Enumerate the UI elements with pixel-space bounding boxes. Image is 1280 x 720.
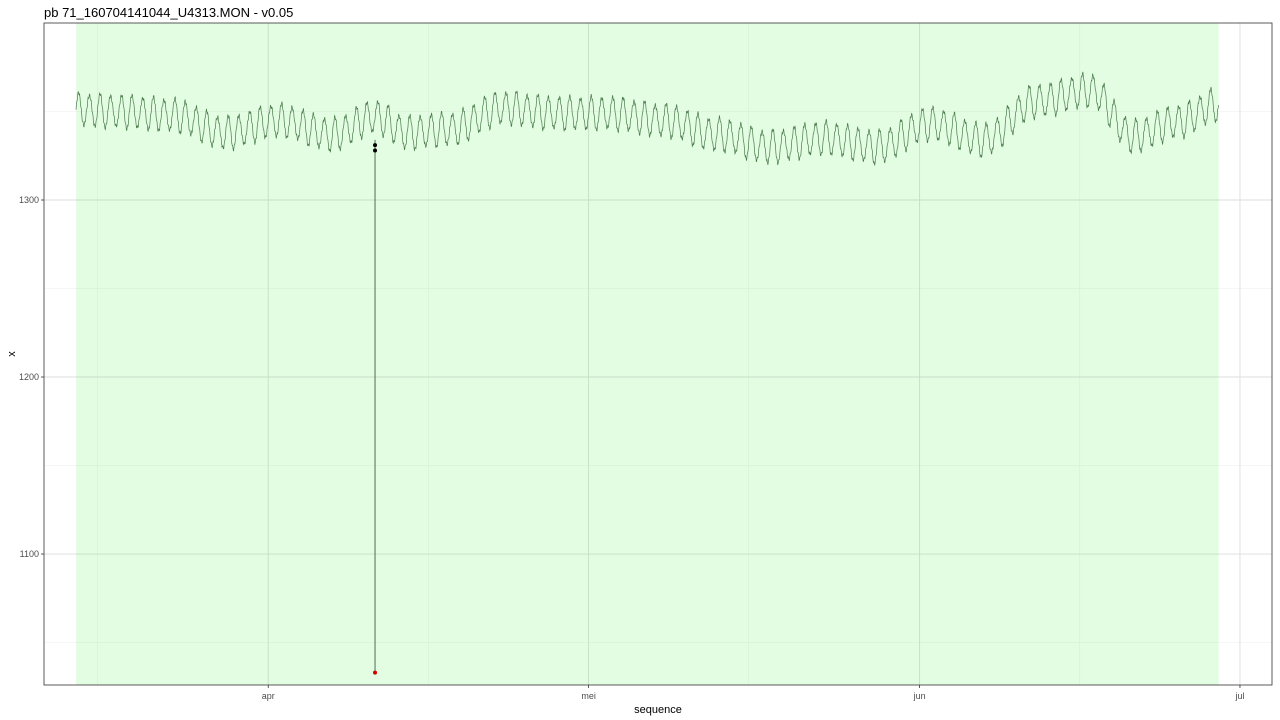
y-tick-label: 1100	[20, 549, 39, 559]
y-tick-label: 1300	[19, 195, 39, 205]
x-axis-label: sequence	[634, 704, 682, 716]
x-tick-label: apr	[262, 691, 275, 701]
chart-title: pb 71_160704141044_U4313.MON - v0.05	[44, 5, 293, 20]
x-tick-label: jun	[913, 691, 926, 701]
spike-layer	[373, 139, 378, 675]
series-line	[75, 71, 1219, 166]
x-axis-ticks: apr mei jun jul	[262, 685, 1244, 701]
y-axis-label: x	[6, 351, 18, 357]
plot-panel-border	[43, 22, 1273, 686]
spike-point	[373, 148, 378, 153]
outlier-point	[373, 670, 378, 675]
x-tick-label: jul	[1234, 691, 1244, 701]
x-tick-label: mei	[581, 691, 596, 701]
y-axis-ticks: 1100 1200 1300	[19, 195, 44, 559]
spike-point	[373, 143, 378, 148]
series-layer	[75, 71, 1219, 166]
y-tick-label: 1200	[19, 372, 39, 382]
